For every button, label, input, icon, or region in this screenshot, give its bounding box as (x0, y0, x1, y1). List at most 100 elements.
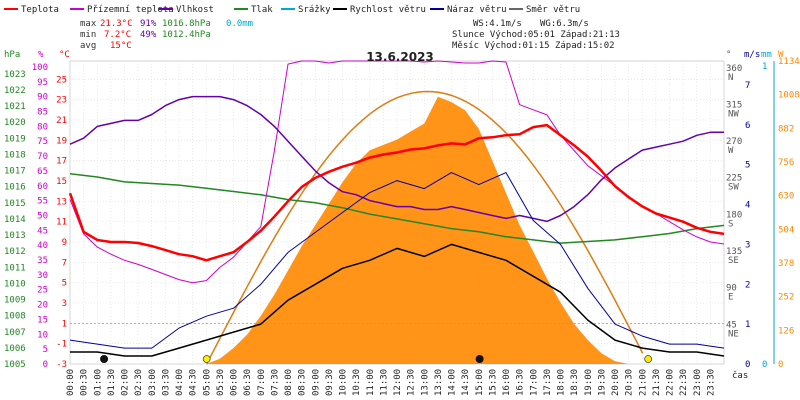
solar-theoretical-arc (206, 90, 644, 365)
direction-tick-label: S (728, 219, 733, 229)
stats-max-label: max (80, 19, 97, 29)
info-sun: Slunce Východ:05:01 Západ:21:13 (452, 30, 620, 40)
time-tick-label: 07:30 (270, 369, 280, 396)
stats-max-humidity: 91% (140, 19, 157, 29)
pressure-tick-label: 1006 (4, 344, 26, 354)
time-tick-label: 09:00 (311, 369, 321, 396)
legend-label: Náraz větru (447, 5, 507, 15)
temp-tick-label: 23 (56, 96, 67, 106)
humidity-tick-label: 45 (37, 226, 48, 236)
sunset-marker (644, 355, 653, 363)
time-tick-label: 01:00 (93, 369, 103, 396)
direction-tick-label: SW (728, 183, 739, 193)
time-tick-label: 12:30 (407, 369, 417, 396)
time-tick-label: 06:30 (243, 369, 253, 396)
unit-pct: % (38, 50, 44, 60)
stats-block: max 21.3°C 91% 1016.8hPa 0.0mm min 7.2°C… (80, 19, 253, 51)
wind-tick-label: 4 (745, 201, 750, 211)
stats-min-temp: 7.2°C (104, 30, 131, 40)
temp-tick-label: -3 (56, 360, 67, 370)
pressure-tick-label: 1012 (4, 247, 26, 257)
time-tick-label: 14:00 (448, 369, 458, 396)
info-wind-gust: WG:6.3m/s (540, 19, 589, 29)
humidity-tick-label: 65 (37, 167, 48, 177)
legend-label: Rychlost větru (350, 5, 426, 15)
direction-tick-label: NW (728, 109, 739, 119)
stats-max-pressure: 1016.8hPa (162, 19, 211, 29)
humidity-tick-label: 55 (37, 197, 48, 207)
time-tick-label: 05:30 (216, 369, 226, 396)
humidity-tick-label: 85 (37, 108, 48, 118)
direction-tick-value: 225 (726, 174, 742, 184)
time-tick-label: 09:30 (325, 369, 335, 396)
time-tick-label: 07:00 (257, 369, 267, 396)
wind-tick-label: 2 (745, 280, 750, 290)
time-tick-label: 05:00 (202, 369, 212, 396)
time-tick-label: 19:30 (597, 369, 607, 396)
legend-label: Směr větru (526, 5, 580, 15)
time-tick-label: 22:00 (666, 369, 676, 396)
stats-min-pressure: 1012.4hPa (162, 30, 211, 40)
legend-label: Tlak (251, 5, 273, 15)
humidity-line (69, 95, 724, 223)
pressure-tick-label: 1011 (4, 263, 26, 273)
info-wind-speed: WS:4.1m/s (473, 19, 522, 29)
time-tick-label: 19:00 (584, 369, 594, 396)
series-group (68, 60, 725, 363)
stats-avg-label: avg (80, 41, 96, 51)
humidity-tick-label: 35 (37, 256, 48, 266)
time-tick-label: 21:30 (652, 369, 662, 396)
solar-tick-label: 252 (778, 293, 794, 303)
direction-tick-label: E (728, 293, 733, 303)
temp-tick-label: 13 (56, 197, 67, 207)
unit-mm: mm (761, 50, 772, 60)
time-tick-label: 03:30 (161, 369, 171, 396)
time-tick-label: 06:00 (230, 369, 240, 396)
legend-label: Srážky (298, 5, 331, 15)
solar-radiation-area (70, 96, 724, 365)
time-tick-label: 02:30 (134, 369, 144, 396)
pressure-tick-label: 1016 (4, 183, 26, 193)
unit-time: čas (732, 370, 748, 381)
moonrise-marker (100, 355, 109, 363)
legend-label: Přízemní teplota (87, 5, 174, 15)
info-block: WS:4.1m/s WG:6.3m/s Slunce Východ:05:01 … (452, 19, 620, 51)
stats-min-humidity: 49% (140, 30, 157, 40)
time-tick-label: 18:30 (570, 369, 580, 396)
legend: Teplota Přízemní teplota Vlhkost Tlak Srážky… (4, 5, 580, 15)
axes-group: 1005100610071008100910101011101210131014… (4, 57, 800, 396)
humidity-tick-label: 60 (37, 182, 48, 192)
pressure-tick-label: 1015 (4, 199, 26, 209)
temp-tick-label: 5 (62, 279, 67, 289)
solar-tick-label: 630 (778, 192, 794, 202)
unit-w: W (778, 50, 784, 60)
time-tick-label: 10:30 (352, 369, 362, 396)
time-tick-label: 00:30 (80, 369, 90, 396)
time-tick-label: 15:00 (475, 369, 485, 396)
temp-tick-label: 21 (56, 116, 67, 126)
moonset-marker (475, 355, 484, 363)
humidity-tick-label: 5 (43, 345, 48, 355)
temp-tick-label: 19 (56, 136, 67, 146)
direction-tick-value: 45 (726, 320, 737, 330)
wind-tick-label: 0 (745, 360, 750, 370)
time-tick-label: 04:00 (175, 369, 185, 396)
pressure-tick-label: 1010 (4, 279, 26, 289)
time-tick-label: 22:30 (679, 369, 689, 396)
solar-tick-label: 0 (778, 360, 783, 370)
temp-tick-label: -1 (56, 340, 67, 350)
time-tick-label: 23:00 (693, 369, 703, 396)
direction-tick-label: SE (728, 256, 739, 266)
direction-tick-value: 135 (726, 247, 742, 257)
unit-degc: °C (59, 50, 70, 60)
solar-tick-label: 378 (778, 259, 794, 269)
time-tick-label: 23:30 (706, 369, 716, 396)
humidity-tick-label: 30 (37, 271, 48, 281)
humidity-tick-label: 95 (37, 78, 48, 88)
legend-label: Teplota (21, 5, 59, 15)
pressure-tick-label: 1022 (4, 86, 26, 96)
time-tick-label: 15:30 (488, 369, 498, 396)
pressure-tick-label: 1018 (4, 150, 26, 160)
humidity-tick-label: 15 (37, 315, 48, 325)
